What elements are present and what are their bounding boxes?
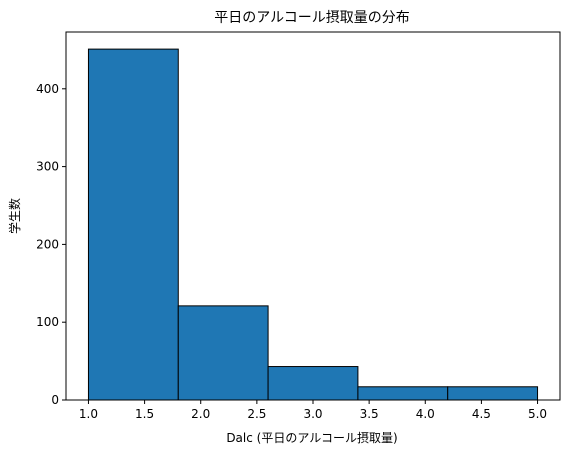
x-tick-label: 1.0 — [79, 407, 98, 421]
x-tick-label: 3.5 — [360, 407, 379, 421]
y-tick-label: 0 — [51, 393, 59, 407]
histogram-bar-5 — [447, 386, 539, 401]
y-tick-label: 200 — [36, 237, 59, 251]
plot-frame — [65, 31, 561, 401]
x-tick-label: 2.5 — [247, 407, 266, 421]
x-tick-label: 4.0 — [416, 407, 435, 421]
y-tick-label: 300 — [36, 160, 59, 174]
histogram-bar-1 — [87, 48, 179, 401]
x-tick-label: 1.5 — [135, 407, 154, 421]
histogram-bar-4 — [357, 386, 449, 401]
y-tick-label: 400 — [36, 82, 59, 96]
x-axis-label: Dalc (平日のアルコール摂取量) — [226, 430, 397, 445]
chart-title: 平日のアルコール摂取量の分布 — [214, 10, 410, 26]
y-tick-label: 100 — [36, 315, 59, 329]
histogram-bar-3 — [267, 366, 359, 401]
x-tick-label: 2.0 — [191, 407, 210, 421]
y-axis-ticks: 0 100 200 300 400 — [36, 82, 66, 407]
histogram-bar-2 — [177, 305, 269, 401]
bars-group — [87, 48, 539, 401]
x-axis-ticks: 1.0 1.5 2.0 2.5 3.0 3.5 4.0 4.5 5.0 — [79, 400, 547, 421]
x-tick-label: 4.5 — [472, 407, 491, 421]
x-tick-label: 3.0 — [303, 407, 322, 421]
x-tick-label: 5.0 — [528, 407, 547, 421]
y-axis-label: 学生数 — [7, 198, 22, 234]
